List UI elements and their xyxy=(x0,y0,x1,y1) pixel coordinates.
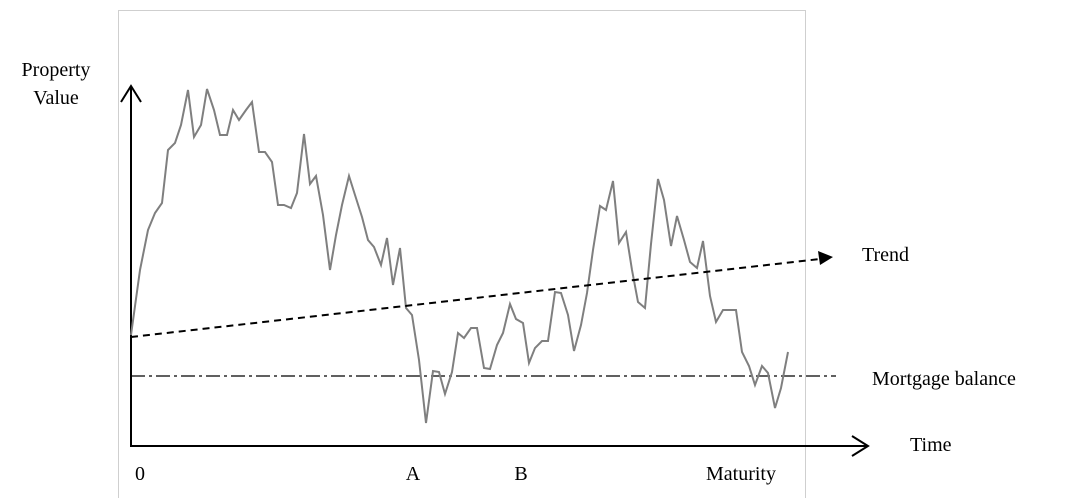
x-axis-arrow xyxy=(851,435,870,457)
trend-line xyxy=(130,258,821,338)
y-axis-label: Value xyxy=(33,87,79,109)
x-point-label: A xyxy=(406,463,421,485)
frame xyxy=(118,10,806,503)
x-point-label: Maturity xyxy=(706,463,776,485)
mortgage-label: Mortgage balance xyxy=(872,368,1016,390)
x-point-label: B xyxy=(514,463,527,485)
y-axis-label: Property xyxy=(22,59,91,81)
property-value-path xyxy=(130,88,789,424)
trend-arrow xyxy=(818,251,833,265)
y-axis-arrow xyxy=(120,84,142,103)
x-axis-label: Time xyxy=(910,434,952,456)
trend-label: Trend xyxy=(862,244,909,266)
x-point-label: 0 xyxy=(135,463,145,485)
